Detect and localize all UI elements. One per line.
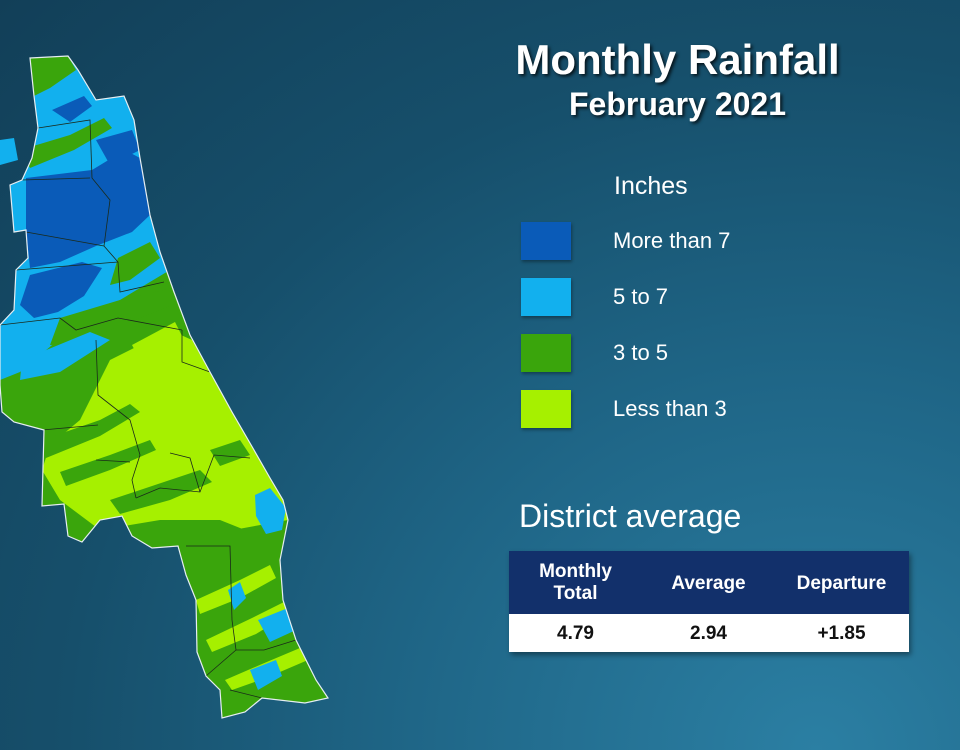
legend-swatch: [521, 334, 571, 372]
map-title: Monthly Rainfall: [515, 36, 840, 83]
header-monthly-total: Monthly Total: [539, 561, 612, 604]
table-header-row: Monthly Total Average Departure: [509, 551, 909, 614]
district-average-table: Monthly Total Average Departure 4.79 2.9…: [509, 551, 909, 652]
value-average: 2.94: [690, 623, 727, 644]
legend-swatch: [521, 278, 571, 316]
rainfall-map: [0, 55, 329, 719]
legend-item-3-to-5: 3 to 5: [521, 334, 841, 374]
legend-swatch: [521, 390, 571, 428]
legend-item-5-to-7: 5 to 7: [521, 278, 841, 318]
legend-label: 3 to 5: [613, 340, 669, 365]
legend-title: Inches: [614, 172, 688, 200]
legend-label: Less than 3: [613, 396, 727, 421]
legend-label: More than 7: [613, 228, 731, 253]
value-monthly-total: 4.79: [557, 623, 594, 644]
legend-swatch: [521, 222, 571, 260]
legend-item-more-than-7: More than 7: [521, 222, 841, 262]
table-value-row: 4.79 2.94 +1.85: [509, 614, 909, 652]
header-departure: Departure: [796, 573, 887, 594]
header-average: Average: [671, 573, 746, 594]
legend-label: 5 to 7: [613, 284, 669, 309]
legend-item-less-than-3: Less than 3: [521, 390, 841, 430]
map-subtitle: February 2021: [568, 86, 786, 122]
district-average-title: District average: [519, 498, 742, 534]
value-departure: +1.85: [817, 623, 866, 644]
